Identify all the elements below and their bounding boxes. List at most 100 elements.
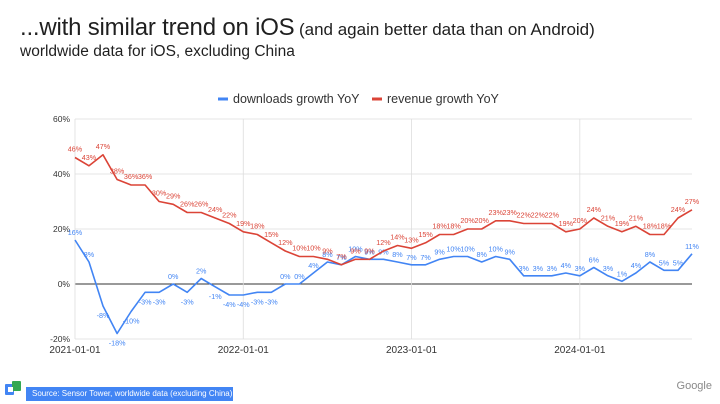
data-label: 3% bbox=[547, 264, 558, 273]
data-label: 8% bbox=[645, 250, 656, 259]
data-label: 10% bbox=[292, 244, 307, 253]
data-label: 19% bbox=[559, 219, 574, 228]
data-label: 27% bbox=[685, 197, 700, 206]
data-label: 3% bbox=[603, 264, 614, 273]
data-label: 20% bbox=[573, 216, 588, 225]
data-label: 21% bbox=[601, 213, 616, 222]
data-label: 18% bbox=[643, 222, 658, 231]
data-label: 12% bbox=[278, 238, 293, 247]
data-label: 13% bbox=[404, 235, 419, 244]
data-label: 26% bbox=[194, 200, 209, 209]
page-subtitle: worldwide data for iOS, excluding China bbox=[20, 43, 295, 60]
data-label: 8% bbox=[322, 250, 333, 259]
data-label: 10% bbox=[489, 245, 504, 254]
data-label: 38% bbox=[110, 167, 125, 176]
title-parenthetical: (and again better data than on Android) bbox=[298, 20, 595, 39]
data-label: 36% bbox=[138, 172, 153, 181]
data-label: 4% bbox=[308, 261, 319, 270]
data-label: 26% bbox=[180, 200, 195, 209]
data-label: 11% bbox=[685, 242, 699, 251]
data-label: 7% bbox=[406, 253, 417, 262]
title-block: ...with similar trend on iOS (and again … bbox=[20, 14, 700, 61]
data-label: 22% bbox=[517, 211, 532, 220]
series-line bbox=[74, 239, 693, 335]
data-label: 10% bbox=[348, 245, 363, 254]
data-label: 24% bbox=[671, 205, 686, 214]
data-label: 10% bbox=[460, 245, 475, 254]
y-tick-label: 20% bbox=[53, 224, 70, 234]
data-label: -1% bbox=[209, 292, 222, 301]
data-label: 9% bbox=[322, 246, 333, 255]
data-label: 24% bbox=[587, 205, 602, 214]
data-label: -4% bbox=[223, 300, 236, 309]
data-label: 22% bbox=[222, 211, 237, 220]
data-label: -3% bbox=[251, 297, 264, 306]
series-downloads: 16%8%-8%-18%-10%-3% -3%0%-3%2%-1%-4% -4% -3… bbox=[68, 228, 700, 348]
data-label: 4% bbox=[561, 261, 572, 270]
series: 16%8%-8%-18%-10%-3% -3%0%-3%2%-1%-4% -4% -3… bbox=[68, 142, 700, 348]
y-axis-ticks: -20% 0% 20% 40% 60% bbox=[50, 114, 70, 344]
data-label: -10% bbox=[123, 317, 140, 326]
data-label: -3% bbox=[181, 297, 194, 306]
growth-line-chart: downloads growth YoY revenue growth YoY … bbox=[49, 92, 700, 356]
x-tick-label: 2021-01-01 bbox=[49, 345, 101, 356]
y-tick-label: 0% bbox=[58, 279, 71, 289]
data-label: -3% bbox=[265, 297, 278, 306]
data-label: 15% bbox=[264, 230, 279, 239]
data-label: 8% bbox=[84, 250, 95, 259]
data-label: 23% bbox=[503, 208, 518, 217]
data-label: 29% bbox=[166, 191, 181, 200]
data-label: 0% bbox=[168, 272, 179, 281]
data-label: -8% bbox=[97, 311, 110, 320]
y-tick-label: 40% bbox=[53, 169, 70, 179]
y-tick-label: -20% bbox=[50, 334, 70, 344]
x-tick-label: 2022-01-01 bbox=[218, 345, 270, 356]
data-label: 10% bbox=[306, 244, 321, 253]
data-label: 5% bbox=[673, 258, 684, 267]
x-axis-ticks: 2021-01-01 2022-01-01 2023-01-01 2024-01-01 bbox=[49, 345, 605, 356]
data-label: 1% bbox=[617, 269, 628, 278]
data-label: 18% bbox=[446, 222, 461, 231]
data-label: -3% bbox=[139, 297, 152, 306]
x-tick-label: 2024-01-01 bbox=[554, 345, 606, 356]
data-label: 7% bbox=[420, 253, 431, 262]
data-label: 47% bbox=[96, 142, 111, 151]
data-label: 6% bbox=[589, 256, 600, 265]
data-label: -3% bbox=[153, 297, 166, 306]
data-label: 8% bbox=[477, 250, 488, 259]
data-label: 21% bbox=[629, 213, 644, 222]
data-label: -4% bbox=[237, 300, 250, 309]
data-label: 9% bbox=[505, 247, 516, 256]
data-label: 3% bbox=[519, 264, 530, 273]
data-label: 3% bbox=[575, 264, 586, 273]
series-line bbox=[74, 154, 693, 266]
data-label: 12% bbox=[376, 238, 391, 247]
data-label: 7% bbox=[336, 252, 347, 261]
data-label: 5% bbox=[659, 258, 670, 267]
data-label: 19% bbox=[615, 219, 630, 228]
x-tick-label: 2023-01-01 bbox=[386, 345, 438, 356]
data-label: 3% bbox=[533, 264, 544, 273]
logo-icon bbox=[4, 379, 22, 402]
data-label: 9% bbox=[378, 247, 389, 256]
data-label: 18% bbox=[657, 222, 672, 231]
data-label: 36% bbox=[124, 172, 139, 181]
data-label: 0% bbox=[294, 272, 305, 281]
grid bbox=[74, 118, 692, 340]
data-label: 20% bbox=[460, 216, 475, 225]
brand-logo: Google bbox=[676, 380, 712, 392]
data-label: 22% bbox=[545, 211, 560, 220]
data-label: 15% bbox=[418, 230, 433, 239]
data-label: 18% bbox=[250, 222, 265, 231]
page-title: ...with similar trend on iOS (and again … bbox=[20, 14, 700, 42]
title-main: ...with similar trend on iOS bbox=[20, 14, 295, 41]
legend-label-downloads: downloads growth YoY bbox=[233, 92, 360, 106]
data-label: 16% bbox=[68, 228, 83, 237]
data-label: -18% bbox=[109, 339, 126, 348]
data-label: 43% bbox=[82, 153, 97, 162]
data-label: 10% bbox=[446, 245, 461, 254]
data-label: 9% bbox=[350, 246, 361, 255]
data-label: 9% bbox=[434, 247, 445, 256]
y-tick-label: 60% bbox=[53, 114, 70, 124]
data-label: 30% bbox=[152, 189, 167, 198]
